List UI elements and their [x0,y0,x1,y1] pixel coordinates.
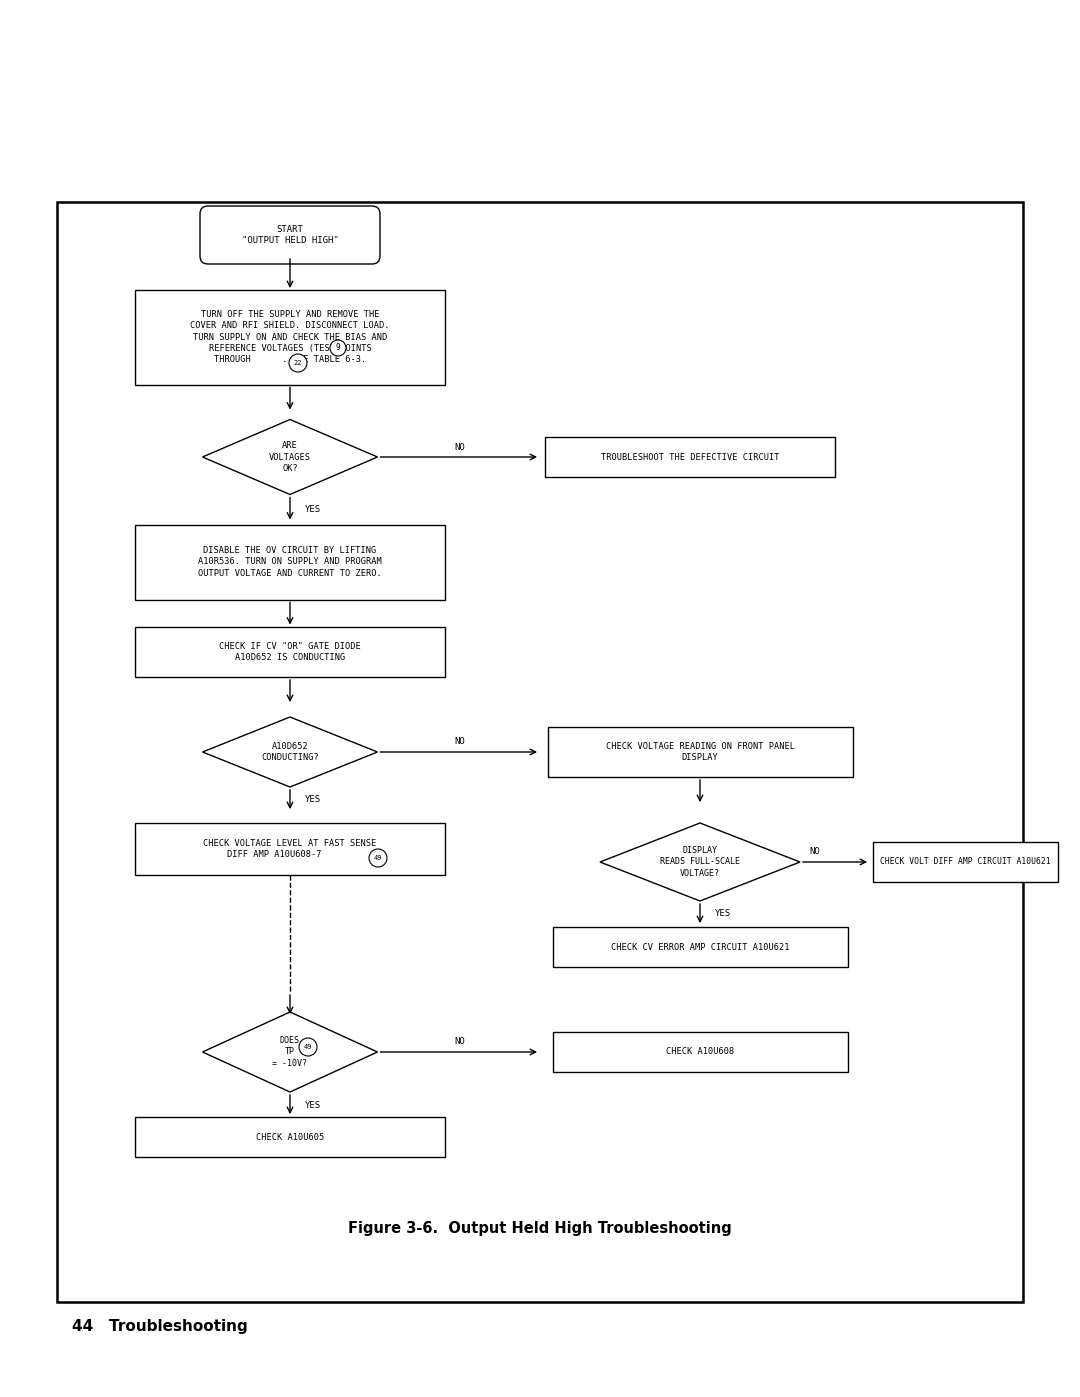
Text: NO: NO [810,848,821,856]
Text: NO: NO [455,1038,465,1046]
Text: Figure 3-6.  Output Held High Troubleshooting: Figure 3-6. Output Held High Troubleshoo… [348,1221,732,1236]
Circle shape [289,353,307,372]
Text: DISABLE THE OV CIRCUIT BY LIFTING
A10R536. TURN ON SUPPLY AND PROGRAM
OUTPUT VOL: DISABLE THE OV CIRCUIT BY LIFTING A10R53… [198,546,382,577]
Bar [135,1118,445,1157]
Text: YES: YES [305,1101,321,1109]
Polygon shape [203,419,378,495]
Text: 22: 22 [294,360,302,366]
Text: 9: 9 [336,344,340,352]
Circle shape [299,1038,318,1056]
Text: 49: 49 [303,1044,312,1051]
Bar [135,524,445,599]
Text: DOES
TP
= -10V?: DOES TP = -10V? [272,1037,308,1067]
Text: START
"OUTPUT HELD HIGH": START "OUTPUT HELD HIGH" [242,225,338,244]
Text: 44   Troubleshooting: 44 Troubleshooting [72,1320,247,1334]
Text: CHECK VOLTAGE READING ON FRONT PANEL
DISPLAY: CHECK VOLTAGE READING ON FRONT PANEL DIS… [606,742,795,761]
Bar [135,289,445,384]
Text: YES: YES [715,909,731,918]
Bar [553,1032,848,1071]
Text: CHECK IF CV "OR" GATE DIODE
A10D652 IS CONDUCTING: CHECK IF CV "OR" GATE DIODE A10D652 IS C… [219,643,361,662]
Text: DISPLAY
READS FULL-SCALE
VOLTAGE?: DISPLAY READS FULL-SCALE VOLTAGE? [660,847,740,877]
Polygon shape [203,717,378,787]
Bar [135,823,445,875]
Text: CHECK VOLT DIFF AMP CIRCUIT A10U621: CHECK VOLT DIFF AMP CIRCUIT A10U621 [880,858,1051,866]
Text: CHECK A10U605: CHECK A10U605 [256,1133,324,1141]
Bar [553,928,848,967]
Text: 49: 49 [374,855,382,861]
Text: CHECK VOLTAGE LEVEL AT FAST SENSE
DIFF AMP A10U608-7: CHECK VOLTAGE LEVEL AT FAST SENSE DIFF A… [203,840,377,859]
FancyBboxPatch shape [200,205,380,264]
Text: YES: YES [305,795,321,805]
Text: NO: NO [455,738,465,746]
Bar [57,203,1023,1302]
Bar [873,842,1057,882]
Text: ARE
VOLTAGES
OK?: ARE VOLTAGES OK? [269,441,311,472]
Text: YES: YES [305,504,321,514]
Text: CHECK CV ERROR AMP CIRCUIT A10U621: CHECK CV ERROR AMP CIRCUIT A10U621 [611,943,789,951]
Text: CHECK A10U608: CHECK A10U608 [666,1048,734,1056]
Text: TROUBLESHOOT THE DEFECTIVE CIRCUIT: TROUBLESHOOT THE DEFECTIVE CIRCUIT [600,453,780,461]
Polygon shape [600,823,800,901]
Text: NO: NO [455,443,465,451]
Bar [548,726,852,777]
Bar [545,437,835,476]
Polygon shape [203,1011,378,1092]
Text: TURN OFF THE SUPPLY AND REMOVE THE
COVER AND RFI SHIELD. DISCONNECT LOAD.
TURN S: TURN OFF THE SUPPLY AND REMOVE THE COVER… [190,310,390,363]
Bar [135,627,445,678]
Circle shape [369,849,387,868]
Text: A10D652
CONDUCTING?: A10D652 CONDUCTING? [261,742,319,761]
Circle shape [330,339,346,356]
